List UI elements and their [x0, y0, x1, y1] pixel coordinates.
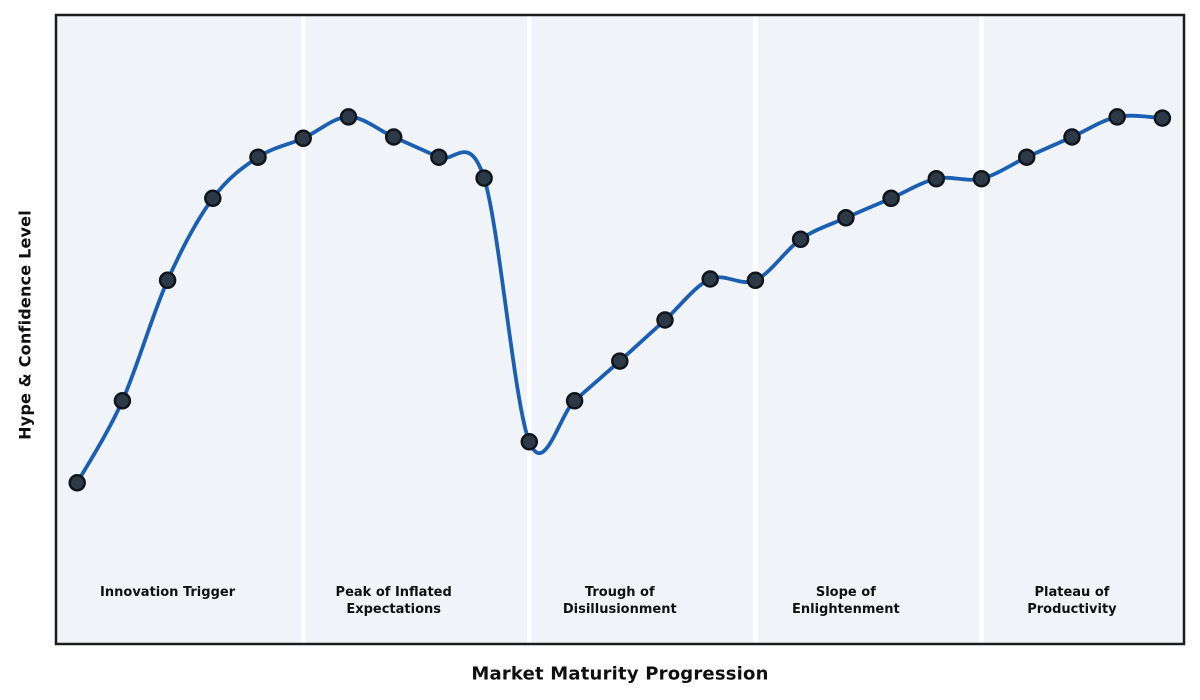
data-point-marker [1017, 148, 1036, 166]
data-point-marker [384, 128, 403, 146]
data-point-marker [249, 148, 267, 166]
data-point-marker [656, 311, 674, 329]
phase-label-trough-of-disillusionment: Trough of Disillusionment [562, 585, 677, 617]
data-point-marker [791, 230, 810, 249]
data-point-marker [746, 271, 765, 290]
plot-border [54, 13, 1186, 646]
data-point-marker [1153, 109, 1172, 127]
data-point-marker [520, 433, 539, 451]
data-point-marker [1063, 128, 1081, 146]
data-point-marker [882, 189, 900, 208]
data-point-markers [68, 108, 1172, 492]
data-point-marker [113, 392, 132, 410]
phase-label-peak-of-inflated-expectations: Peak of Inflated Expectations [335, 585, 452, 617]
data-point-marker [972, 169, 991, 188]
data-point-marker [204, 189, 222, 208]
data-point-marker [701, 270, 719, 288]
data-point-marker [68, 474, 86, 492]
phase-label-innovation-trigger: Innovation Trigger [100, 585, 236, 600]
x-axis-title: Market Maturity Progression [471, 663, 769, 685]
data-point-marker [430, 148, 448, 166]
phase-separators [300, 16, 984, 643]
data-point-marker [611, 352, 629, 370]
data-point-marker [158, 271, 177, 290]
data-point-marker [837, 209, 855, 227]
phase-label-plateau-of-productivity: Plateau of Productivity [1027, 585, 1117, 617]
data-point-marker [339, 108, 358, 126]
data-point-marker [565, 392, 584, 410]
data-point-marker [294, 129, 312, 148]
plot-area [56, 15, 1184, 644]
phase-label-slope-of-enlightenment: Slope of Enlightenment [791, 585, 900, 617]
data-point-marker [1108, 108, 1126, 126]
data-point-marker [475, 169, 493, 187]
y-axis-title: Hype & Confidence Level [15, 210, 35, 440]
data-point-marker [927, 169, 946, 188]
